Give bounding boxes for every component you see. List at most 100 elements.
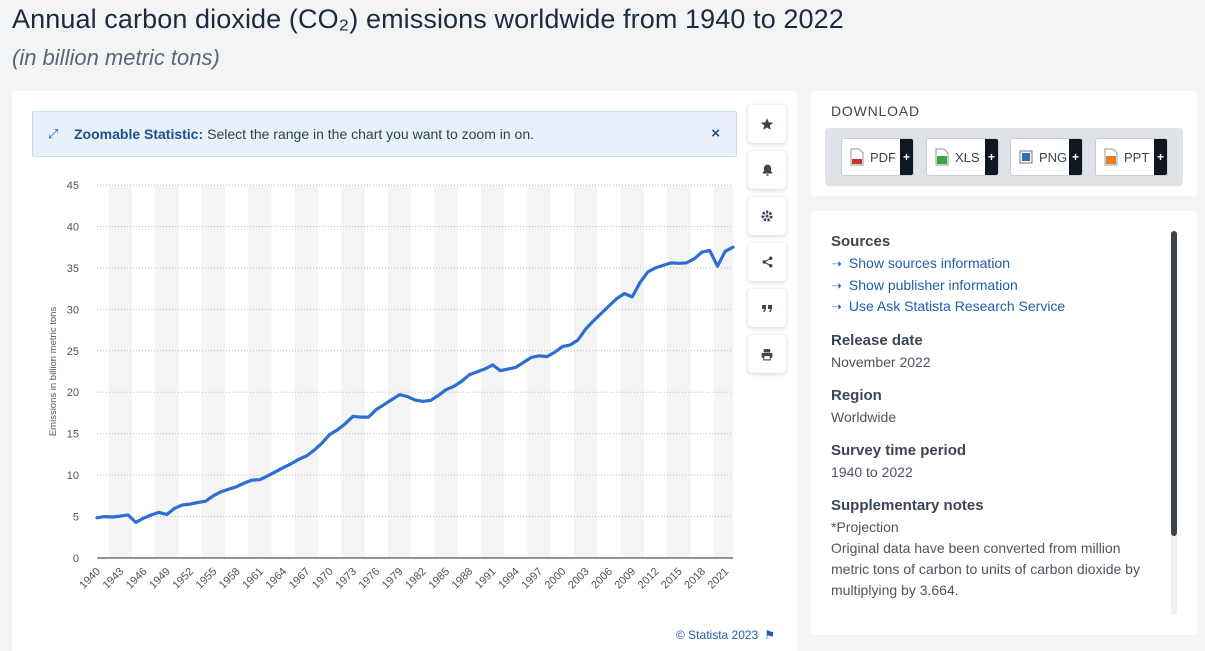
x-tick-label: 1955 <box>194 566 220 592</box>
plus-icon: + <box>1154 139 1167 175</box>
x-tick-label: 2000 <box>543 566 569 592</box>
y-tick-label: 25 <box>67 346 79 358</box>
chart-band <box>155 185 179 558</box>
download-ppt-button[interactable]: PPT + <box>1095 138 1168 176</box>
pdf-file-icon <box>850 148 864 166</box>
chart-band <box>434 185 458 558</box>
sources-heading: Sources <box>831 233 891 250</box>
y-tick-label: 5 <box>73 512 79 524</box>
x-tick-label: 2021 <box>706 566 732 592</box>
print-button[interactable] <box>748 335 786 373</box>
statista-credit[interactable]: © Statista 2023 ⚑ <box>676 628 775 642</box>
info-scrollbar[interactable] <box>1171 231 1177 615</box>
x-tick-label: 1973 <box>333 566 359 592</box>
zoom-banner: ⤢ Zoomable Statistic: Select the range i… <box>32 111 737 157</box>
y-tick-label: 10 <box>67 470 79 482</box>
chart-band <box>294 185 319 558</box>
share-button[interactable] <box>748 243 786 281</box>
settings-button[interactable] <box>748 197 786 235</box>
chart-band <box>480 185 505 558</box>
x-tick-label: 2009 <box>612 566 638 592</box>
ask-statista-link-text[interactable]: Use Ask Statista Research Service <box>848 298 1066 314</box>
chart-band <box>341 185 365 558</box>
x-tick-label: 1976 <box>357 566 383 592</box>
notification-button[interactable] <box>748 151 786 189</box>
x-tick-label: 1961 <box>240 566 266 592</box>
chart-band <box>248 185 272 558</box>
xls-file-icon <box>935 148 949 166</box>
plus-icon: + <box>985 139 998 175</box>
ppt-file-icon <box>1104 148 1118 166</box>
supplementary-note-conversion: Original data have been converted from m… <box>831 539 1140 598</box>
x-tick-label: 1982 <box>403 566 429 592</box>
star-icon <box>760 118 774 130</box>
x-tick-label: 1994 <box>496 566 522 592</box>
x-tick-label: 1940 <box>77 566 103 592</box>
download-card: DOWNLOAD PDF + XLS + PNG + PPT + <box>811 91 1197 196</box>
y-tick-label: 45 <box>67 180 79 192</box>
favorite-button[interactable] <box>748 105 786 143</box>
chart-band <box>713 185 733 558</box>
y-tick-label: 40 <box>67 221 79 233</box>
chart-band <box>387 185 412 558</box>
x-tick-label: 2006 <box>589 566 615 592</box>
ask-statista-link[interactable]: ➝ Use Ask Statista Research Service <box>831 296 1161 318</box>
flag-icon: ⚑ <box>764 628 775 642</box>
release-date-value: November 2022 <box>831 353 931 370</box>
supplementary-note-projection: *Projection <box>831 518 899 535</box>
release-date-heading: Release date <box>831 331 923 349</box>
supplementary-notes-heading: Supplementary notes <box>831 496 984 514</box>
arrow-right-icon: ➝ <box>831 299 842 314</box>
x-tick-label: 1991 <box>473 566 499 592</box>
x-tick-label: 1943 <box>101 566 127 592</box>
credit-text[interactable]: © Statista 2023 <box>676 628 759 642</box>
download-ppt-label: PPT <box>1124 149 1150 165</box>
zoom-banner-text: Select the range in the chart you want t… <box>207 126 535 142</box>
emissions-series-line <box>95 245 735 524</box>
x-tick-label: 1964 <box>263 566 289 592</box>
show-sources-link[interactable]: ➝ Show sources information <box>831 253 1161 275</box>
line-chart[interactable]: 0 5 10 15 20 25 30 35 40 45 Emissions in billion m… <box>12 91 797 651</box>
show-sources-link-text[interactable]: Show sources information <box>848 255 1010 271</box>
download-png-button[interactable]: PNG + <box>1010 138 1083 176</box>
x-tick-label: 1985 <box>426 566 452 592</box>
cite-button[interactable] <box>748 289 786 327</box>
print-icon <box>761 348 773 360</box>
y-tick-label: 0 <box>73 553 79 565</box>
page-title: Annual carbon dioxide (CO₂) emissions wo… <box>12 4 844 34</box>
x-tick-label: 1979 <box>380 566 406 592</box>
plus-icon: + <box>900 139 913 175</box>
arrow-right-icon: ➝ <box>831 256 842 271</box>
download-xls-button[interactable]: XLS + <box>926 138 999 176</box>
download-png-label: PNG <box>1039 149 1068 165</box>
download-pdf-button[interactable]: PDF + <box>841 138 914 176</box>
quote-icon <box>762 305 772 312</box>
x-tick-label: 1952 <box>170 566 196 592</box>
y-tick-label: 20 <box>67 387 79 399</box>
show-publisher-link[interactable]: ➝ Show publisher information <box>831 275 1161 297</box>
chart-card: ⤢ Zoomable Statistic: Select the range i… <box>12 91 797 651</box>
x-tick-label: 1967 <box>287 566 313 592</box>
zoom-banner-label: Zoomable Statistic: <box>74 126 204 142</box>
chart-band <box>667 185 691 558</box>
info-scrollbar-thumb[interactable] <box>1171 231 1177 536</box>
chart-band <box>201 185 225 558</box>
x-tick-label: 2015 <box>659 566 685 592</box>
chart-band <box>574 185 598 558</box>
expand-icon: ⤢ <box>48 126 59 141</box>
survey-period-heading: Survey time period <box>831 441 967 459</box>
chart-band <box>620 185 644 558</box>
show-publisher-link-text[interactable]: Show publisher information <box>848 276 1018 293</box>
y-axis-title: Emissions in billion metric tons <box>48 307 59 437</box>
share-icon <box>762 256 772 268</box>
x-tick-label: 1949 <box>147 566 173 592</box>
zoom-banner-close-button[interactable]: × <box>711 125 720 142</box>
bell-icon <box>762 164 772 176</box>
download-bar: PDF + XLS + PNG + PPT + <box>825 128 1183 186</box>
download-pdf-label: PDF <box>870 149 896 165</box>
x-tick-label: 2012 <box>636 566 662 592</box>
x-tick-label: 1946 <box>124 566 150 592</box>
chart-band <box>108 185 132 558</box>
plus-icon: + <box>1069 139 1082 175</box>
x-tick-label: 1958 <box>217 566 243 592</box>
